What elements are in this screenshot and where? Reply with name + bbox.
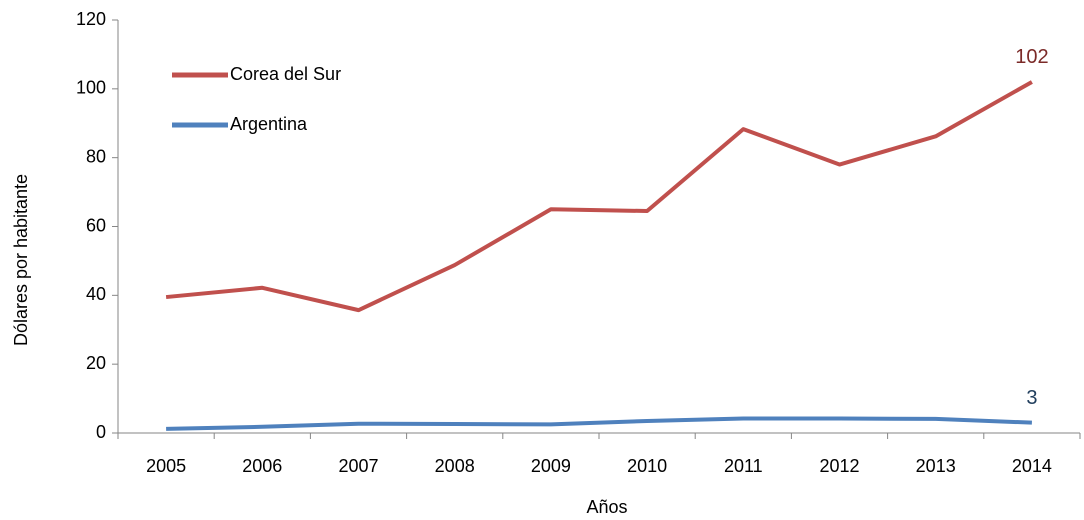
data-label: 3 <box>1026 387 1037 409</box>
x-tick-label: 2009 <box>531 456 571 476</box>
y-tick-label: 80 <box>86 146 106 166</box>
x-tick-label: 2005 <box>146 456 186 476</box>
y-tick-label: 40 <box>86 284 106 304</box>
line-series <box>165 80 1033 313</box>
x-tick-label: 2006 <box>242 456 282 476</box>
data-label: 102 <box>1015 46 1048 68</box>
y-tick-label: 60 <box>86 215 106 235</box>
x-tick-label: 2010 <box>627 456 667 476</box>
x-tick-label: 2014 <box>1012 456 1052 476</box>
x-tick-label: 2013 <box>916 456 956 476</box>
x-tick-label: 2008 <box>435 456 475 476</box>
y-axis-label: Dólares por habitante <box>11 174 31 346</box>
line-series <box>166 416 1032 431</box>
x-tick-label: 2012 <box>819 456 859 476</box>
x-tick-label: 2011 <box>724 456 763 476</box>
x-tick-label: 2007 <box>338 456 378 476</box>
y-tick-label: 20 <box>86 353 106 373</box>
legend-label: Corea del Sur <box>230 64 341 84</box>
legend-label: Argentina <box>230 114 308 134</box>
x-axis-label: Años <box>586 497 627 517</box>
y-tick-label: 0 <box>96 422 106 442</box>
y-tick-label: 100 <box>76 78 106 98</box>
y-tick-label: 120 <box>76 9 106 29</box>
